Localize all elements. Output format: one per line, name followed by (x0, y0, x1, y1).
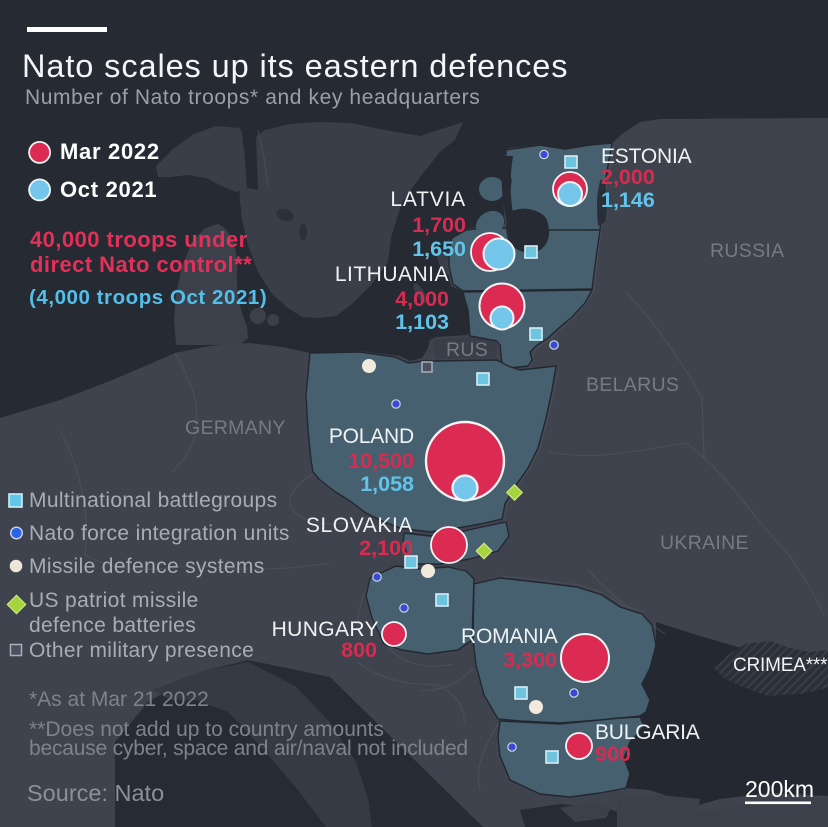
svg-text:BULGARIA: BULGARIA (595, 721, 700, 744)
svg-text:LATVIA: LATVIA (390, 188, 466, 211)
svg-text:UKRAINE: UKRAINE (660, 532, 749, 554)
svg-text:10,500: 10,500 (348, 449, 414, 473)
svg-text:1,650: 1,650 (412, 237, 466, 261)
svg-text:HUNGARY: HUNGARY (272, 618, 379, 641)
svg-text:RUS: RUS (446, 339, 488, 361)
svg-text:2,100: 2,100 (359, 536, 413, 560)
svg-text:ESTONIA: ESTONIA (601, 145, 692, 168)
svg-text:4,000: 4,000 (395, 287, 449, 311)
svg-text:POLAND: POLAND (329, 425, 414, 448)
svg-text:LITHUANIA: LITHUANIA (335, 263, 449, 286)
svg-text:1,700: 1,700 (412, 213, 466, 237)
svg-text:2,000: 2,000 (601, 165, 655, 189)
svg-text:BELARUS: BELARUS (586, 374, 679, 396)
svg-text:ROMANIA: ROMANIA (461, 625, 558, 648)
svg-text:1,058: 1,058 (360, 472, 414, 496)
svg-text:1,103: 1,103 (395, 310, 449, 334)
svg-text:3,300: 3,300 (503, 648, 557, 672)
svg-text:900: 900 (595, 742, 631, 766)
svg-text:GERMANY: GERMANY (185, 417, 286, 439)
svg-text:200km: 200km (745, 776, 814, 802)
svg-text:800: 800 (341, 638, 377, 662)
svg-text:CRIMEA***: CRIMEA*** (733, 655, 828, 676)
svg-text:SLOVAKIA: SLOVAKIA (306, 514, 413, 537)
svg-text:RUSSIA: RUSSIA (710, 240, 784, 262)
svg-text:1,146: 1,146 (601, 188, 655, 212)
